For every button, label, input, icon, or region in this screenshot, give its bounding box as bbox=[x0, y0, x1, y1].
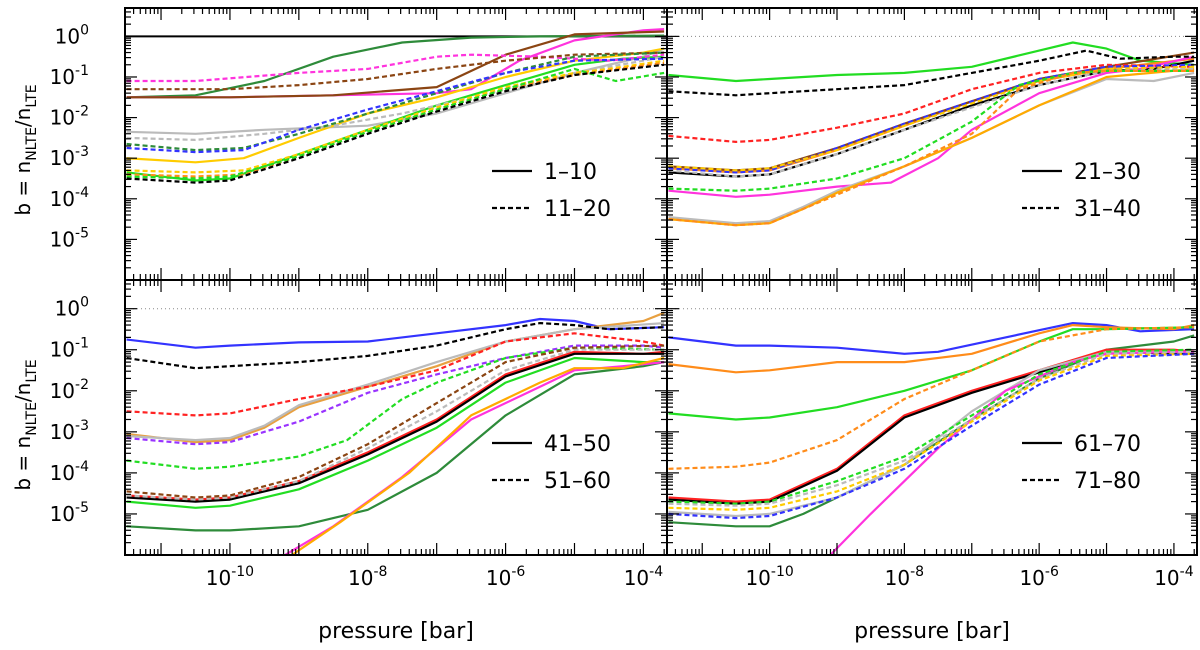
series-line-15 bbox=[126, 344, 665, 499]
legend-label-1: 61–70 bbox=[1074, 432, 1141, 457]
series-line-1 bbox=[126, 34, 665, 99]
panel-2: 21–30 31–40 bbox=[666, 7, 1198, 281]
series-group bbox=[126, 311, 665, 555]
series-line-5 bbox=[126, 352, 665, 503]
series-line-14 bbox=[126, 67, 665, 180]
series-group bbox=[668, 322, 1195, 555]
y-tick-label: 10-2 bbox=[50, 104, 89, 130]
x-axis-label-left: pressure [bar] bbox=[318, 619, 474, 644]
series-line-12 bbox=[668, 67, 1195, 178]
y-axis-label-bottom: b = nNLTE/nLTE bbox=[11, 359, 40, 490]
plot-frame bbox=[666, 279, 1198, 556]
series-line-8 bbox=[668, 49, 1195, 97]
series-group bbox=[668, 41, 1195, 227]
panel-3: 10-10 10-8 10-6 10-4 100 10-1 10-2 10-3 10-4 10-5… bbox=[50, 279, 668, 590]
y-tick-label: 10-1 bbox=[50, 336, 89, 362]
series-group bbox=[126, 28, 665, 184]
y-tick-label: 10-1 bbox=[50, 63, 89, 89]
legend-label-1: 21–30 bbox=[1074, 160, 1141, 185]
y-axis-label-top: b = nNLTE/nLTE bbox=[11, 84, 40, 215]
series-line-3 bbox=[126, 322, 665, 442]
series-line-13 bbox=[668, 352, 1195, 520]
series-line-5 bbox=[126, 47, 665, 164]
series-line-14 bbox=[126, 348, 665, 501]
y-tick-label: 10-2 bbox=[50, 377, 89, 403]
series-line-9 bbox=[291, 356, 665, 555]
series-line-10 bbox=[668, 348, 1195, 505]
series-line-12 bbox=[126, 59, 665, 174]
x-tick-label: 10-6 bbox=[486, 564, 526, 590]
series-line-13 bbox=[126, 346, 665, 470]
panel-1: 100 10-1 10-2 10-3 10-4 10-5 1–10 11–20 bbox=[50, 7, 668, 281]
series-line-15 bbox=[126, 63, 665, 184]
series-line-3 bbox=[126, 30, 665, 99]
series-line-5 bbox=[668, 348, 1195, 503]
series-line-12 bbox=[668, 352, 1195, 511]
y-tick-label: 10-4 bbox=[50, 185, 90, 211]
y-tick-label: 10-3 bbox=[50, 418, 89, 444]
series-line-1 bbox=[126, 317, 665, 349]
series-line-1 bbox=[668, 41, 1195, 83]
series-line-7 bbox=[126, 53, 665, 83]
x-tick-label: 10-4 bbox=[624, 564, 664, 590]
series-line-3 bbox=[668, 326, 1195, 421]
x-tick-label: 10-10 bbox=[745, 564, 793, 590]
series-line-11 bbox=[668, 350, 1195, 507]
plot-frame bbox=[666, 7, 1198, 281]
series-line-9 bbox=[126, 55, 665, 141]
legend-label-2: 31–40 bbox=[1074, 197, 1141, 222]
x-tick-label: 10-10 bbox=[206, 564, 254, 590]
series-line-10 bbox=[668, 63, 1195, 174]
series-line-4 bbox=[126, 47, 665, 135]
y-tick-label: 100 bbox=[55, 295, 89, 321]
series-line-2 bbox=[126, 311, 665, 444]
panels: 100 10-1 10-2 10-3 10-4 10-5 1–10 11–20 21–30 31–… bbox=[50, 7, 1198, 590]
y-tick-label: 100 bbox=[55, 22, 89, 48]
series-line-12 bbox=[126, 344, 665, 446]
series-line-6 bbox=[126, 356, 665, 509]
legend-label-2: 51–60 bbox=[544, 469, 611, 494]
x-tick-label: 10-4 bbox=[1154, 564, 1194, 590]
plot-frame bbox=[124, 279, 668, 556]
legend-label-2: 71–80 bbox=[1074, 469, 1141, 494]
y-tick-label: 10-3 bbox=[50, 144, 89, 170]
legend-label-1: 1–10 bbox=[544, 160, 597, 185]
series-line-4 bbox=[668, 334, 1195, 528]
plot-frame bbox=[124, 7, 668, 281]
series-line-10 bbox=[126, 322, 665, 370]
series-line-9 bbox=[668, 63, 1195, 143]
series-line-14 bbox=[668, 69, 1195, 227]
panel-4: 10-10 10-8 10-6 10-4 61–70 71–80 bbox=[666, 279, 1198, 590]
series-line-11 bbox=[668, 65, 1195, 172]
x-tick-label: 10-8 bbox=[348, 564, 387, 590]
x-tick-label: 10-6 bbox=[1019, 564, 1059, 590]
y-tick-label: 10-5 bbox=[50, 500, 89, 526]
y-tick-label: 10-4 bbox=[50, 459, 90, 485]
legend-label-2: 11–20 bbox=[544, 197, 611, 222]
y-tick-label: 10-5 bbox=[50, 225, 89, 251]
legend-label-1: 41–50 bbox=[544, 432, 611, 457]
x-tick-label: 10-8 bbox=[885, 564, 924, 590]
series-line-9 bbox=[668, 326, 1195, 470]
series-line-7 bbox=[126, 361, 665, 532]
x-axis-label-right: pressure [bar] bbox=[854, 619, 1010, 644]
series-line-8 bbox=[126, 51, 665, 91]
